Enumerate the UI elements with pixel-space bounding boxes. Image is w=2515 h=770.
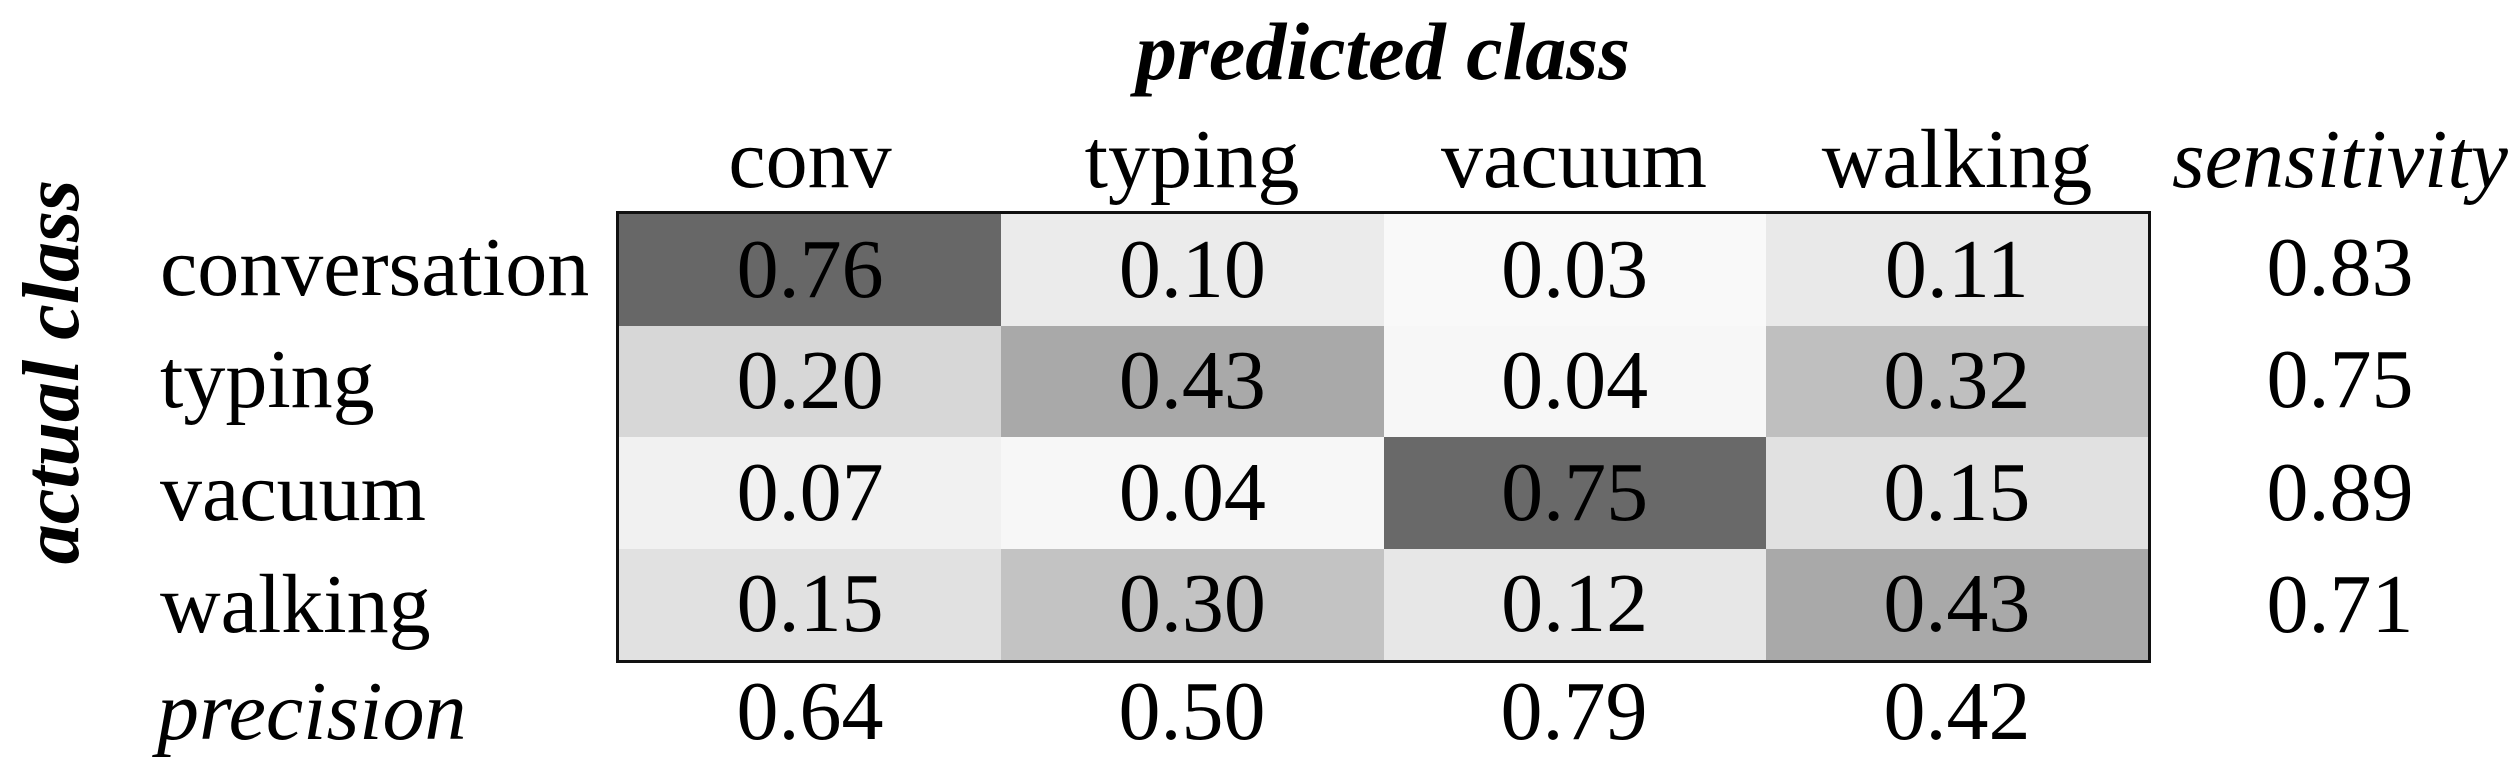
row-label-vacuum: vacuum: [160, 446, 426, 539]
precision-value-vacuum: 0.79: [1500, 665, 1648, 758]
matrix-cell-walking-vacuum: 0.12: [1383, 548, 1766, 660]
sensitivity-value-typing: 0.75: [2266, 333, 2414, 426]
matrix-cell-typing-walking: 0.32: [1765, 325, 2148, 437]
sensitivity-value-conversation: 0.83: [2266, 221, 2414, 314]
matrix-cell-typing-conv: 0.20: [619, 325, 1002, 437]
confusion-matrix-grid: 0.76 0.10 0.03 0.11 0.20 0.43 0.04 0.32 0.07 0.04…: [616, 211, 2151, 663]
matrix-cell-vacuum-walking: 0.15: [1765, 437, 2148, 549]
row-label-conversation: conversation: [160, 221, 590, 314]
column-header-walking: walking: [1821, 113, 2093, 206]
actual-class-title: actual class: [8, 179, 96, 565]
precision-value-conv: 0.64: [736, 665, 884, 758]
precision-row-label: precision: [157, 665, 467, 758]
matrix-cell-vacuum-conv: 0.07: [619, 437, 1002, 549]
column-header-vacuum: vacuum: [1441, 113, 1707, 206]
matrix-cell-conversation-conv: 0.76: [619, 214, 1002, 326]
row-label-walking: walking: [160, 558, 431, 651]
predicted-class-title: predicted class: [1135, 6, 1631, 97]
matrix-cell-walking-walking: 0.43: [1765, 548, 2148, 660]
matrix-cell-typing-typing: 0.43: [1001, 325, 1384, 437]
matrix-cell-conversation-typing: 0.10: [1001, 214, 1384, 326]
matrix-cell-conversation-vacuum: 0.03: [1383, 214, 1766, 326]
matrix-cell-typing-vacuum: 0.04: [1383, 325, 1766, 437]
matrix-cell-walking-conv: 0.15: [619, 548, 1002, 660]
sensitivity-value-walking: 0.71: [2266, 558, 2414, 651]
column-header-typing: typing: [1084, 113, 1300, 206]
matrix-cell-walking-typing: 0.30: [1001, 548, 1384, 660]
row-label-typing: typing: [160, 333, 375, 426]
column-header-conv: conv: [728, 113, 892, 206]
precision-value-walking: 0.42: [1883, 665, 2031, 758]
matrix-cell-vacuum-typing: 0.04: [1001, 437, 1384, 549]
matrix-cell-vacuum-vacuum: 0.75: [1383, 437, 1766, 549]
precision-value-typing: 0.50: [1118, 665, 1266, 758]
sensitivity-value-vacuum: 0.89: [2266, 446, 2414, 539]
sensitivity-column-header: sensitivity: [2172, 113, 2508, 206]
matrix-cell-conversation-walking: 0.11: [1765, 214, 2148, 326]
